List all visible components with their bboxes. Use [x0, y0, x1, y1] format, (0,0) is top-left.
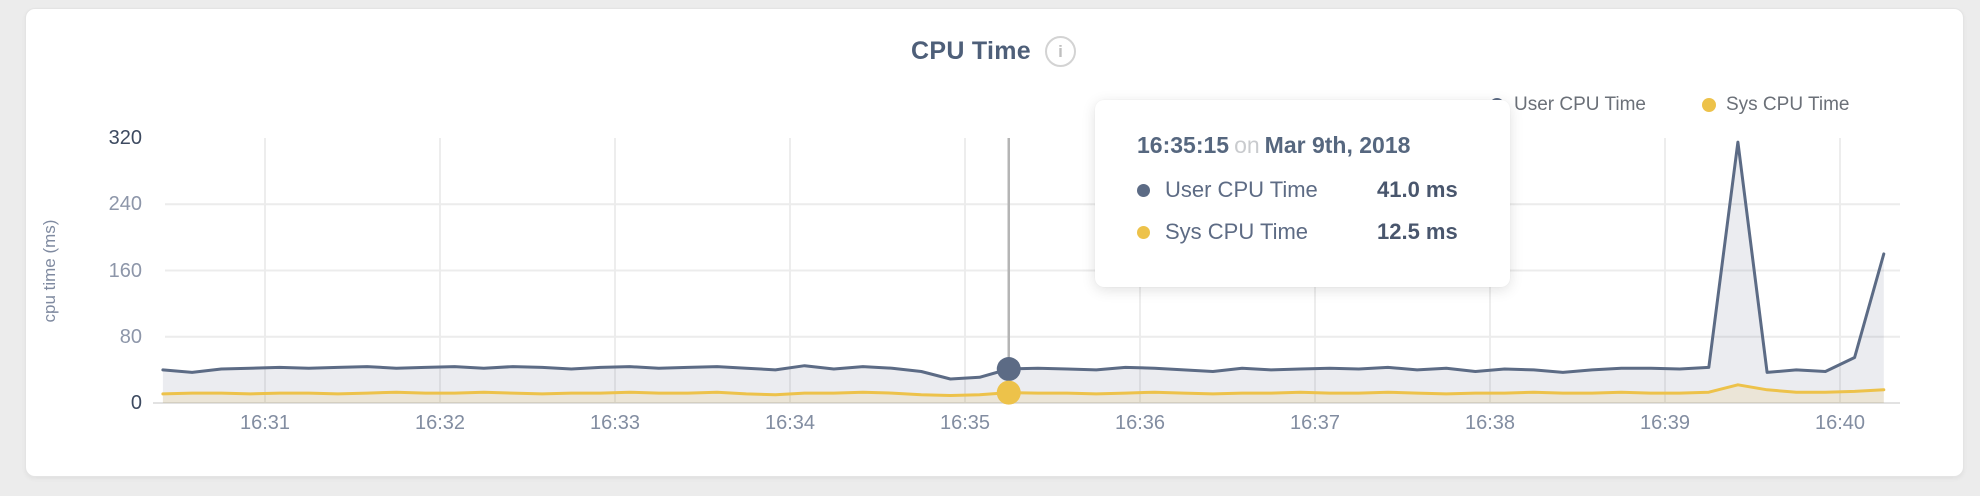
chart-title: CPU Time [910, 37, 1032, 65]
tooltip-header: 16:35:15 on Mar 9th, 2018 [1137, 132, 1510, 159]
legend-label-sys: Sys CPU Time [1725, 94, 1850, 115]
legend-label-user: User CPU Time [1514, 94, 1646, 115]
x-tick-1634: 16:34 [764, 412, 816, 434]
tooltip-date: Mar 9th, 2018 [1264, 132, 1411, 158]
y-tick-240: 240 [108, 193, 142, 216]
tooltip-connector: on [1234, 132, 1260, 158]
x-tick-1640: 16:40 [1814, 412, 1866, 434]
chart-header: CPU Time i [25, 36, 1962, 67]
tooltip-row-user: User CPU Time 41.0 ms [1137, 177, 1510, 203]
x-tick-1633: 16:33 [589, 412, 641, 434]
tooltip-label-user: User CPU Time [1165, 177, 1318, 202]
legend-item-sys-cpu-time[interactable]: Sys CPU Time [1701, 94, 1850, 116]
y-tick-80: 80 [119, 325, 142, 348]
x-tick-1631: 16:31 [239, 412, 291, 434]
chart-tooltip: 16:35:15 on Mar 9th, 2018 User CPU Time 41… [1095, 100, 1510, 287]
x-tick-1636: 16:36 [1114, 412, 1166, 434]
tooltip-label-sys: Sys CPU Time [1165, 219, 1309, 244]
legend-dot-sys-icon [1701, 98, 1716, 112]
x-tick-1632: 16:32 [414, 412, 466, 434]
chart-legend: User CPU Time Sys CPU Time [1490, 94, 1850, 116]
tooltip-dot-user-icon [1137, 183, 1150, 197]
tooltip-time: 16:35:15 [1137, 132, 1230, 158]
tooltip-row-sys: Sys CPU Time 12.5 ms [1137, 219, 1510, 245]
x-tick-1638: 16:38 [1464, 412, 1516, 434]
tooltip-value-user: 41.0 ms [1377, 177, 1458, 202]
info-icon[interactable]: i [1045, 36, 1077, 67]
chart-card [25, 8, 1964, 477]
tooltip-dot-sys-icon [1137, 225, 1150, 239]
y-tick-160: 160 [108, 259, 142, 282]
y-tick-320: 320 [108, 127, 142, 149]
x-tick-1637: 16:37 [1289, 412, 1341, 434]
x-tick-1639: 16:39 [1639, 412, 1691, 434]
tooltip-value-sys: 12.5 ms [1377, 219, 1458, 244]
x-tick-1635: 16:35 [939, 412, 991, 434]
y-tick-0: 0 [130, 392, 142, 414]
